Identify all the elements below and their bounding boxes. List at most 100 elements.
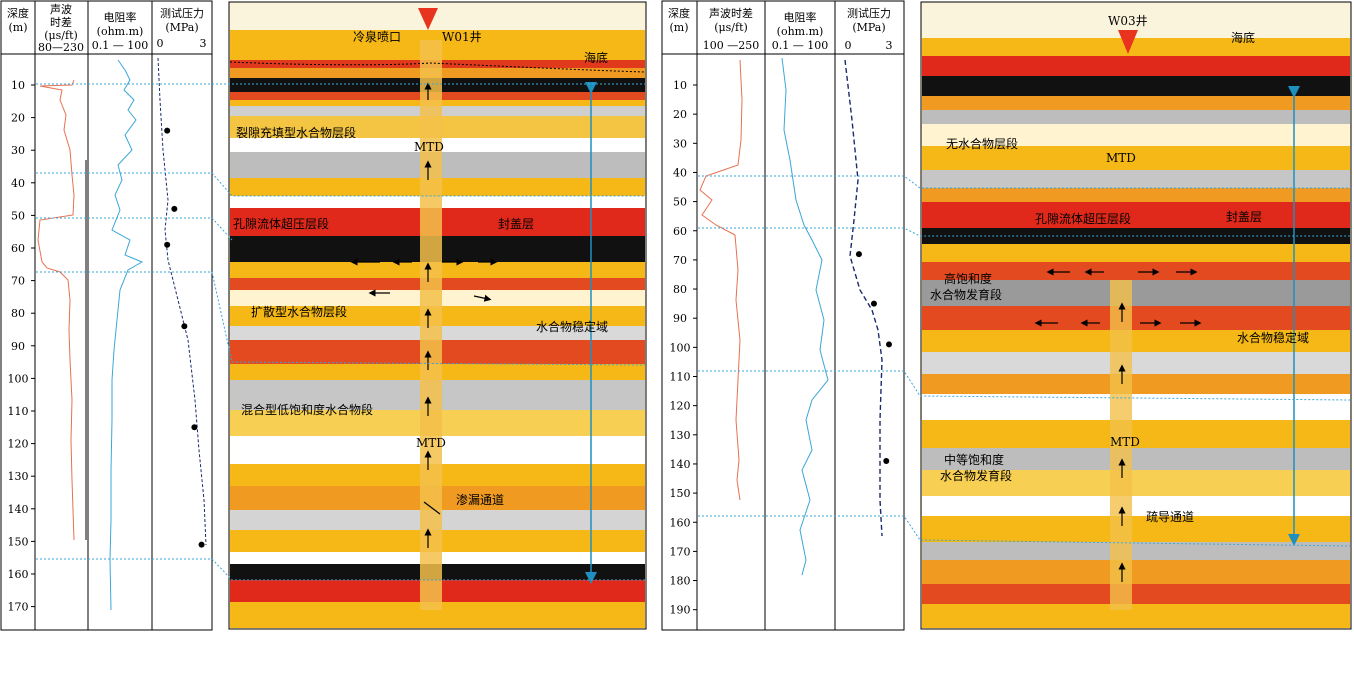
right-depth-unit: (m): [669, 21, 688, 34]
left-flow-arrows: [350, 82, 498, 548]
right-sonic-range: 100 —250: [703, 39, 760, 52]
left-seismic-bands: [230, 3, 645, 628]
right-medium-saturation-label: 中等饱和度: [944, 452, 1004, 467]
left-well-marker: [418, 8, 438, 30]
right-medium-saturation-label-2: 水合物发育段: [940, 468, 1012, 483]
left-depth-tick-label: 120: [8, 438, 29, 451]
right-seal-label: 封盖层: [1226, 210, 1262, 224]
left-seal-label: 封盖层: [498, 217, 534, 231]
right-depth-ticks: 10 20 30 40 50 60 70 80 90 100 110 120 130 140 150 160 1…: [670, 79, 697, 617]
left-pressure-point: [164, 241, 171, 248]
right-depth-tick-label: 10: [673, 79, 687, 92]
left-pressure-point: [164, 127, 171, 134]
left-pressure-point: [191, 424, 198, 431]
left-sonic-header-2: 时差: [50, 15, 72, 29]
right-seismic-bands: [922, 3, 1350, 628]
right-res-header: 电阻率: [784, 10, 817, 24]
left-depth-tick-label: 160: [8, 568, 29, 581]
right-high-saturation-label-2: 水合物发育段: [930, 287, 1002, 302]
left-depth-tick-label: 60: [11, 242, 25, 255]
right-pressure-header: 测试压力: [847, 7, 891, 20]
left-res-range: 0.1 — 100: [92, 39, 148, 52]
left-overpressure-label: 孔隙流体超压层段: [233, 216, 329, 231]
left-pressure-unit: (MPa): [165, 21, 198, 34]
left-well-label: W01井: [442, 30, 482, 44]
left-depth-tick-label: 90: [11, 340, 25, 353]
left-pressure-tick-0: 0: [157, 37, 164, 50]
right-well-marker: [1118, 30, 1138, 54]
left-depth-tick-label: 80: [11, 307, 25, 320]
left-cold-seep-label: 冷泉喷口: [353, 30, 401, 44]
left-depth-tick-label: 170: [8, 601, 29, 614]
right-well-label: W03井: [1108, 14, 1148, 28]
left-mixed-layer-label: 混合型低饱和度水合物段: [241, 402, 373, 417]
right-res-range: 0.1 — 100: [772, 39, 828, 52]
left-depth-tick-label: 150: [8, 535, 29, 548]
left-depth-tick-label: 140: [8, 503, 29, 516]
left-pressure-tick-3: 3: [200, 37, 207, 50]
left-depth-tick-label: 40: [11, 177, 25, 190]
right-depth-tick-label: 130: [670, 429, 691, 442]
right-depth-tick-label: 70: [673, 254, 687, 267]
right-depth-tick-label: 30: [673, 137, 687, 150]
right-seafloor-label: 海底: [1231, 30, 1255, 45]
right-depth-tick-label: 110: [670, 371, 691, 384]
right-resistivity-curve: [781, 57, 829, 576]
left-sonic-range: 80—230: [38, 41, 84, 54]
right-depth-tick-label: 40: [673, 166, 687, 179]
right-depth-tick-label: 100: [670, 341, 691, 354]
right-guide-lines: [698, 175, 1351, 547]
left-depth-tick-label: 30: [11, 144, 25, 157]
right-pressure-point: [870, 300, 877, 307]
right-no-hydrate-label: 无水合物层段: [946, 136, 1018, 151]
left-log-panel: 深度 (m) 声波 时差 (μs/ft) 80—230 电阻率 (ohm.m) …: [0, 0, 213, 631]
right-depth-tick-label: 190: [670, 604, 691, 617]
right-res-unit: (ohm.m): [777, 25, 824, 38]
right-depth-tick-label: 60: [673, 225, 687, 238]
left-depth-tick-label: 50: [11, 209, 25, 222]
right-sonic-curve: [699, 59, 743, 501]
right-overpressure-label: 孔隙流体超压层段: [1035, 211, 1131, 226]
right-depth-tick-label: 170: [670, 545, 691, 558]
left-pressure-point: [198, 541, 205, 548]
right-log-panel: 深度 (m) 声波时差 (μs/ft) 100 —250 电阻率 (ohm.m)…: [661, 0, 905, 631]
left-seafloor-line: [229, 61, 646, 73]
right-depth-header: 深度: [668, 6, 690, 20]
right-pressure-tick-0: 0: [845, 39, 852, 52]
right-conduit-label: 疏导通道: [1146, 509, 1194, 524]
right-depth-tick-label: 80: [673, 283, 687, 296]
right-depth-tick-label: 140: [670, 458, 691, 471]
left-pressure-header: 测试压力: [160, 7, 204, 20]
right-pressure-point: [855, 251, 862, 258]
right-pressure-trend: [844, 59, 883, 537]
right-depth-tick-label: 160: [670, 516, 691, 529]
left-mtd-lower-label: MTD: [416, 436, 446, 450]
left-seismic-section: 冷泉喷口 W01井 海底 裂隙充填型水合物层段 MTD 孔隙流体超压层段 封盖层…: [228, 1, 647, 630]
left-res-unit: (ohm.m): [97, 25, 144, 38]
left-depth-tick-label: 20: [11, 112, 25, 125]
left-depth-header: 深度: [7, 6, 29, 20]
left-pressure-point: [171, 205, 178, 212]
left-depth-tick-label: 110: [8, 405, 29, 418]
left-mtd-upper-label: MTD: [414, 140, 444, 154]
left-depth-tick-label: 70: [11, 275, 25, 288]
right-high-saturation-label: 高饱和度: [944, 271, 992, 286]
right-seismic-section: W03井 海底 无水合物层段 MTD 孔隙流体超压层段 封盖层 高饱和度 水合物…: [920, 1, 1352, 630]
right-depth-tick-label: 20: [673, 108, 687, 121]
left-resistivity-curve: [109, 59, 144, 611]
left-fracture-layer-label: 裂隙充填型水合物层段: [236, 125, 356, 140]
left-sonic-header: 声波: [50, 2, 72, 16]
left-depth-tick-label: 10: [11, 79, 25, 92]
right-pressure-point: [886, 341, 892, 348]
right-depth-tick-label: 90: [673, 312, 687, 325]
left-depth-unit: (m): [8, 21, 27, 34]
right-pressure-tick-3: 3: [886, 39, 893, 52]
right-pressure-unit: (MPa): [852, 21, 885, 34]
left-pressure-point: [181, 323, 188, 330]
right-sonic-header: 声波时差: [709, 6, 753, 20]
left-depth-ticks: 10 20 30 40 50 60 70 80 90 100 110 120 130 140 150 160 1…: [8, 79, 35, 614]
right-pressure-point: [883, 458, 890, 465]
left-leak-channel-label: 渗漏通道: [456, 492, 504, 507]
right-depth-tick-label: 150: [670, 487, 691, 500]
